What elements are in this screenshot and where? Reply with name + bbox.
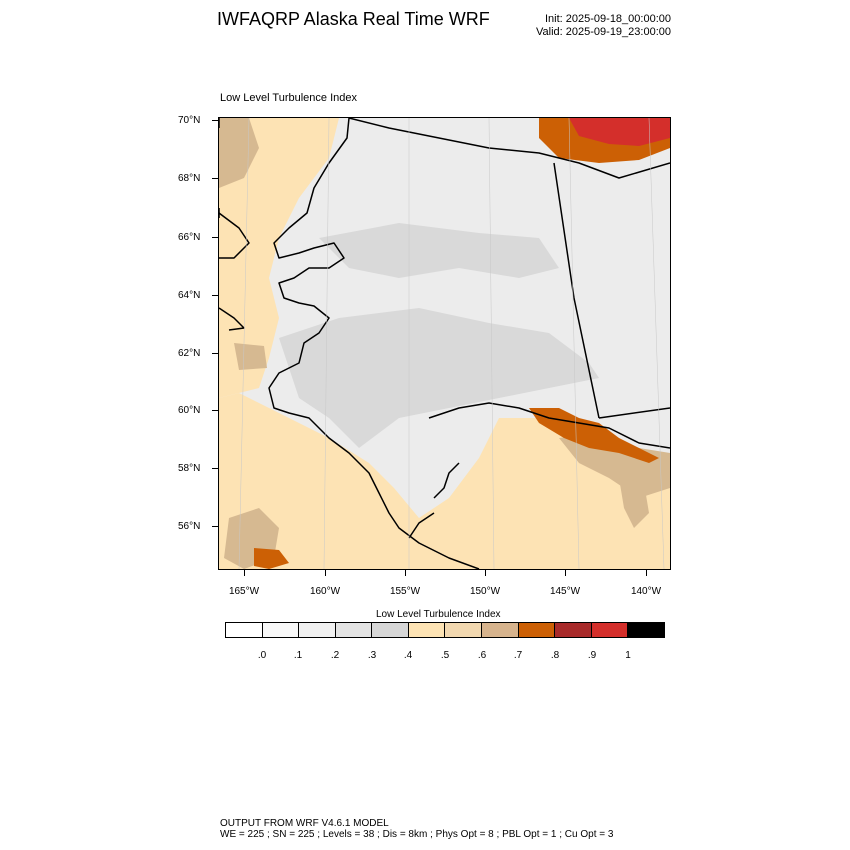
ocean-south (219, 393, 670, 569)
coastlines (219, 118, 670, 569)
colorbar-bin (628, 623, 664, 637)
colorbar-bin (299, 623, 336, 637)
colorbar-label: .7 (513, 650, 523, 661)
colorbar-label: .1 (293, 650, 303, 661)
lon-label-150: 150°W (469, 586, 501, 597)
colorbar-label: .0 (257, 650, 267, 661)
red-north (569, 118, 670, 146)
lat-label-66: 66°N (178, 232, 201, 243)
lat-tick (212, 526, 218, 527)
footer-line-1: OUTPUT FROM WRF V4.6.1 MODEL (220, 818, 389, 829)
colorbar-bin (335, 623, 373, 637)
run-times: Init: 2025-09-18_00:00:00 Valid: 2025-09… (536, 13, 671, 39)
colorbar-label: .8 (550, 650, 560, 661)
lat-tick (212, 295, 218, 296)
model-footer: OUTPUT FROM WRF V4.6.1 MODEL WE = 225 ; … (220, 818, 613, 840)
footer-line-2: WE = 225 ; SN = 225 ; Levels = 38 ; Dis … (220, 829, 614, 840)
colorbar-bin (591, 623, 629, 637)
lat-tick (212, 410, 218, 411)
ocean-west (219, 118, 339, 398)
land-mid-band-2 (319, 223, 559, 278)
orange-gulf (529, 408, 659, 463)
colorbar-title: Low Level Turbulence Index (376, 609, 501, 620)
lon-label-155: 155°W (389, 586, 421, 597)
colorbar-bin (555, 623, 592, 637)
lon-label-165: 165°W (228, 586, 260, 597)
lon-label-145: 145°W (549, 586, 581, 597)
lon-label-160: 160°W (309, 586, 341, 597)
lon-tick (244, 570, 245, 576)
colorbar-bin (482, 623, 519, 637)
colorbar-bin (408, 623, 446, 637)
lat-label-70: 70°N (178, 115, 201, 126)
init-time: Init: 2025-09-18_00:00:00 (545, 13, 671, 25)
valid-time: Valid: 2025-09-19_23:00:00 (536, 26, 671, 38)
colorbar-label: .6 (477, 650, 487, 661)
lat-label-68: 68°N (178, 173, 201, 184)
colorbar (225, 622, 665, 638)
graticule (238, 118, 665, 569)
lat-tick (212, 178, 218, 179)
lat-label-60: 60°N (178, 405, 201, 416)
colorbar-bin (445, 623, 483, 637)
lon-label-140: 140°W (630, 586, 662, 597)
colorbar-bin (226, 623, 263, 637)
tan-bristol (234, 343, 267, 370)
lat-tick (212, 120, 218, 121)
colorbar-label: .3 (367, 650, 377, 661)
lat-label-64: 64°N (178, 290, 201, 301)
lon-tick (405, 570, 406, 576)
lon-tick (325, 570, 326, 576)
tan-east (619, 478, 649, 528)
lon-tick (485, 570, 486, 576)
map-subtitle: Low Level Turbulence Index (220, 92, 357, 104)
land-mid-band (279, 308, 599, 448)
colorbar-label: 1 (625, 650, 631, 661)
colorbar-bin (262, 623, 300, 637)
tan-west (219, 118, 259, 188)
colorbar-bin (372, 623, 409, 637)
lon-tick (646, 570, 647, 576)
colorbar-label: .4 (403, 650, 413, 661)
turbulence-map (218, 117, 671, 570)
colorbar-label: .2 (330, 650, 340, 661)
lat-tick (212, 237, 218, 238)
page-title: IWFAQRP Alaska Real Time WRF (217, 9, 490, 29)
colorbar-bin (518, 623, 556, 637)
lat-label-58: 58°N (178, 463, 201, 474)
lat-tick (212, 468, 218, 469)
lat-label-62: 62°N (178, 348, 201, 359)
lon-tick (565, 570, 566, 576)
map-canvas (219, 118, 670, 569)
lat-tick (212, 353, 218, 354)
lat-label-56: 56°N (178, 521, 201, 532)
colorbar-label: .5 (440, 650, 450, 661)
colorbar-label: .9 (587, 650, 597, 661)
tan-gulf (559, 433, 670, 498)
orange-sw (254, 548, 289, 569)
